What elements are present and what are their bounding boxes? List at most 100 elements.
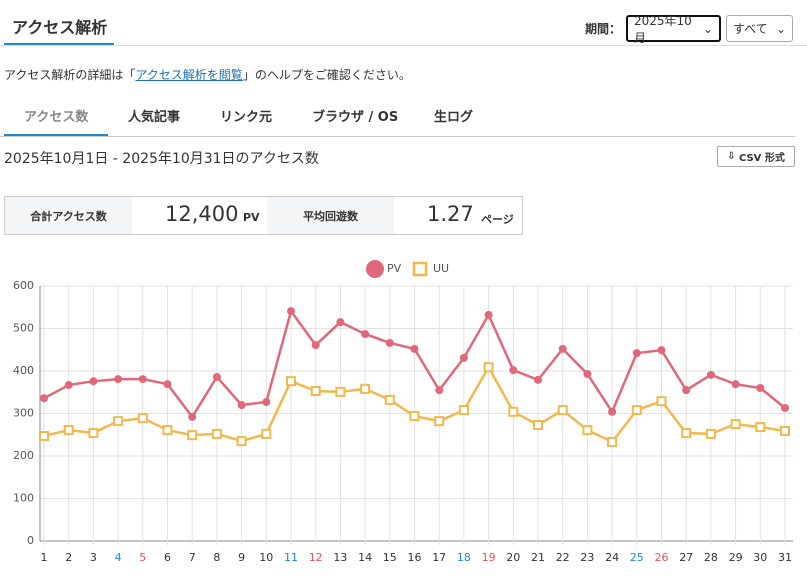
x-tick-label: 25 [630, 551, 644, 564]
point [608, 407, 617, 416]
chevron: ⌄ [775, 21, 786, 36]
y-tick-label: 400 [13, 364, 34, 377]
point [681, 428, 692, 439]
x-tick-label: 15 [383, 551, 397, 564]
point [39, 431, 49, 442]
point [310, 385, 321, 396]
x-tick-label: 18 [457, 551, 471, 564]
divider [0, 45, 807, 46]
y-tick-label: 100 [13, 492, 34, 505]
point [40, 394, 48, 403]
x-tick-label: 19 [482, 551, 496, 564]
divider [0, 136, 795, 137]
point [261, 428, 272, 439]
x-tick-label: 30 [753, 551, 767, 564]
x-tick-label: 26 [655, 551, 669, 564]
point [657, 346, 666, 355]
point [706, 370, 715, 379]
point [410, 344, 419, 353]
period-label: 期間： [585, 22, 622, 36]
x-tick-label: 24 [605, 551, 619, 564]
x-tick-label: 3 [90, 551, 97, 564]
x-tick-label: 7 [189, 551, 196, 564]
y-tick-label: 200 [13, 449, 34, 462]
point [89, 377, 98, 386]
tab[interactable]: 生ログ [434, 110, 474, 125]
point [755, 422, 766, 433]
point [682, 386, 691, 395]
point [336, 318, 345, 327]
point [484, 310, 493, 319]
tab[interactable]: 人気記事 [128, 110, 181, 125]
point [236, 436, 247, 447]
y-tick-label: 0 [27, 534, 34, 547]
point [114, 375, 123, 384]
point [311, 341, 320, 350]
point [534, 375, 542, 384]
point [113, 416, 124, 427]
point [705, 428, 716, 439]
month-select[interactable]: 2025年10月 ⌄ [626, 14, 721, 45]
x-tick-label: 13 [333, 551, 347, 564]
x-tick-label: 5 [139, 551, 146, 564]
point [508, 406, 519, 417]
point [384, 394, 395, 405]
point [533, 419, 543, 430]
filter-select[interactable]: すべて ⌄ [726, 15, 793, 42]
x-tick-label: 28 [704, 551, 718, 564]
x-tick-label: 20 [506, 551, 520, 564]
x-tick-label: 23 [580, 551, 594, 564]
x-tick-label: 4 [115, 551, 122, 564]
stat-unit: PV [243, 211, 260, 224]
tab[interactable]: リンク元 [220, 110, 273, 125]
x-tick-label: 8 [213, 551, 220, 564]
point [459, 353, 468, 362]
legend-label: UU [433, 262, 449, 275]
point [163, 380, 172, 389]
legend-marker [366, 260, 384, 278]
x-tick-label: 9 [238, 551, 245, 564]
point [187, 430, 198, 441]
x-tick-label: 27 [679, 551, 693, 564]
stat-unit: ページ [481, 213, 514, 226]
point [582, 425, 593, 436]
point [138, 375, 147, 384]
point [780, 425, 790, 436]
point [211, 428, 222, 439]
point [385, 338, 394, 347]
x-tick-label: 17 [432, 551, 446, 564]
month-select-value: 2025年10月 [634, 13, 692, 45]
x-tick-label: 10 [259, 551, 273, 564]
point [188, 412, 197, 421]
x-tick-label: 2 [65, 551, 72, 564]
stats-box: 合計アクセス数 12,400 PV 平均回遊数 1.27 ページ [4, 196, 523, 235]
help-link[interactable]: アクセス解析を閲覧 [135, 68, 243, 82]
tab[interactable]: アクセス数 [24, 110, 89, 125]
legend-marker [412, 261, 428, 277]
help-text: アクセス解析の詳細は「アクセス解析を閲覧」のヘルプをご確認ください。 [4, 66, 411, 83]
stat-label: 平均回遊数 [267, 197, 394, 234]
point [237, 401, 246, 409]
x-tick-label: 16 [408, 551, 422, 564]
tab[interactable]: ブラウザ / OS [312, 110, 399, 125]
page-title: アクセス解析 [12, 18, 108, 37]
point [731, 380, 740, 389]
point [63, 425, 74, 436]
stat-value: 1.27 [427, 202, 474, 226]
help-before: アクセス解析の詳細は「 [4, 68, 136, 82]
point [262, 398, 271, 407]
point [137, 413, 148, 424]
stat-value: 12,400 [165, 202, 239, 226]
point [557, 405, 568, 416]
x-tick-label: 31 [778, 551, 792, 564]
csv-button[interactable]: ⇩ CSV 形式 [717, 146, 795, 167]
point [483, 362, 494, 373]
x-tick-label: 29 [729, 551, 743, 564]
point [631, 405, 642, 416]
point [64, 381, 73, 390]
help-after: 」のヘルプをご確認ください。 [242, 68, 411, 82]
point [656, 396, 667, 407]
filter-select-value: すべて [733, 22, 768, 36]
